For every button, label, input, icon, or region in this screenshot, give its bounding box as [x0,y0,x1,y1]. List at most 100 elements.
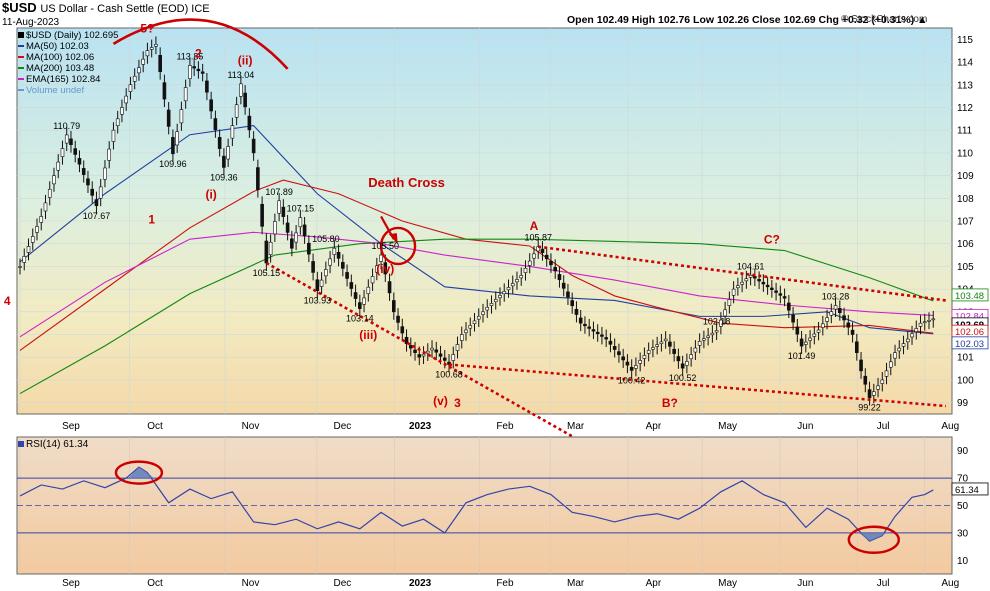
price-bar-body [901,343,906,347]
price-bar-body [808,337,812,341]
price-tick-label: 109 [957,171,974,182]
trendline [538,245,947,302]
legend-item: Volume undef [18,85,118,96]
price-bar-body [192,66,196,69]
price-bar-body [859,359,863,372]
price-tick-label: 114 [957,58,973,69]
price-bar-body [498,295,502,299]
price-label: 107.89 [265,187,293,197]
wave-annotation: Death Cross [368,175,445,190]
price-bar-body [86,178,90,186]
price-bar-body [846,322,851,328]
price-bar-body [566,291,570,298]
price-bar-body [52,175,56,185]
price-bar-body [753,276,757,279]
price-bar-body [319,279,324,287]
price-bar-body [77,158,82,165]
price-bar-body [527,260,532,266]
axis-tag-label: 61.34 [955,485,979,496]
wave-arc [112,18,289,70]
price-bar-body [179,109,184,124]
price-panel: 110.79 107.67 109.96 113.85 109.36 113.04 107.… [4,18,989,445]
price-bar-body [149,47,154,50]
price-bar-body [629,366,634,371]
price-bar-body [107,148,112,161]
price-bar-body [222,155,226,168]
price-bar-body [676,356,681,362]
price-bar-body [570,300,575,307]
price-bar-body [519,275,524,279]
x-tick-label: Oct [147,421,163,432]
axis-tag-label: 102.06 [955,327,984,338]
price-bar-body [459,334,464,341]
x-tick-label: Aug [941,421,959,432]
price-label: 99.22 [858,403,881,413]
price-bar-body [680,363,685,369]
price-bar-body [595,331,600,335]
price-bar-body [341,262,345,269]
trendlines [112,18,947,445]
highlight-circle [114,460,164,485]
price-label: 100.68 [435,370,463,380]
price-bar-body [625,361,630,366]
price-bar-body [897,347,902,352]
price-bar-body [268,241,273,256]
price-label: 100.42 [618,375,646,385]
chart-symbol: $USD US Dollar - Cash Settle (EOD) ICE [2,0,210,15]
price-bar-body [838,308,842,314]
price-label: 110.79 [53,121,80,131]
price-bar-body [315,279,320,292]
price-bar-body [145,50,150,57]
wave-annotation: (iv) [376,262,394,276]
legend-item: $USD (Daily) 102.695 [18,30,118,41]
x-tick-label: Jun [797,421,813,432]
price-bar-body [574,308,579,315]
ma-line [19,125,934,335]
price-bar-body [183,87,188,102]
trendline [265,261,586,445]
rsi-axis: 10 30 50 70 90 61.34 [951,446,989,567]
price-bar-body [502,291,507,295]
wave-annotation: B? [662,396,678,410]
price-bar-body [850,329,855,335]
price-bar-body [927,320,931,322]
price-bar-body [617,351,621,356]
price-bar-body [290,238,294,249]
price-bar-body [833,305,838,310]
price-bar-body [723,309,727,317]
price-bar-body [18,266,22,268]
ohlc-readout: Open 102.49 High 102.76 Low 102.26 Close… [567,14,928,26]
price-bar-body [557,274,562,280]
price-bar-body [510,283,515,287]
price-bar-body [638,360,642,364]
wave-annotation: 3 [454,396,461,410]
price-bar-body [791,314,795,323]
price-bar-body [774,290,778,293]
axis-tag [951,288,989,302]
price-bar-body [804,341,808,345]
price-tick-label: 108 [957,194,974,205]
price-bar-body [816,329,821,333]
highlight-circle [847,525,900,554]
price-bar-body [821,323,825,328]
wave-annotation: 5? [140,22,154,36]
rsi-line [19,460,934,554]
x-tick-label: Oct [147,578,163,589]
price-tick-label: 111 [957,126,973,137]
price-bar-body [324,269,328,277]
price-label: 113.04 [227,70,254,80]
chart-date: 11-Aug-2023 [2,17,60,28]
x-tick-label: May [718,578,737,589]
price-bar-body [523,267,528,273]
rsi-grid [17,437,952,574]
price-bar-body [171,137,175,155]
price-label: 107.15 [287,204,315,214]
price-label: 100.52 [669,373,697,383]
price-bar-body [311,261,315,273]
price-tick-label: 115 [957,35,973,46]
price-bar-body [706,335,710,338]
price-tick-label: 106 [957,239,974,250]
price-bar-body [476,316,481,320]
price-bar-body [438,353,443,357]
